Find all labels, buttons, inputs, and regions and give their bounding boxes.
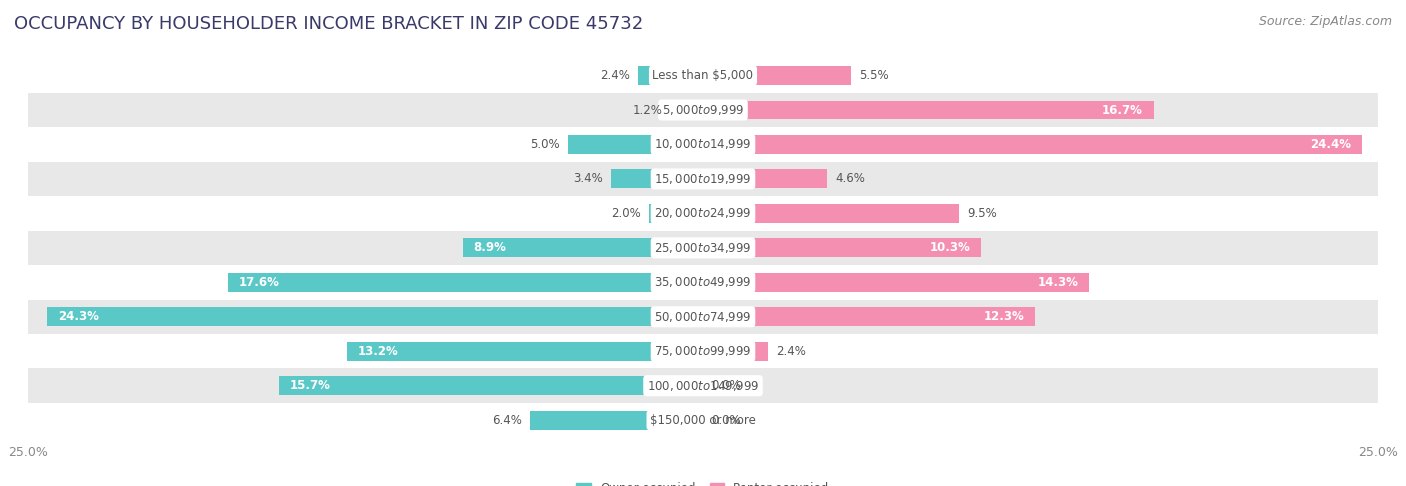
Bar bbox=[280, 376, 703, 395]
Bar bbox=[703, 273, 1090, 292]
Bar bbox=[28, 231, 1378, 265]
Text: 5.5%: 5.5% bbox=[859, 69, 889, 82]
Text: 1.2%: 1.2% bbox=[633, 104, 662, 117]
Bar bbox=[28, 93, 1378, 127]
Text: $10,000 to $14,999: $10,000 to $14,999 bbox=[654, 138, 752, 152]
Text: 8.9%: 8.9% bbox=[474, 242, 506, 254]
Text: 0.0%: 0.0% bbox=[711, 414, 741, 427]
Bar bbox=[28, 368, 1378, 403]
Bar bbox=[612, 170, 703, 189]
Bar bbox=[28, 403, 1378, 437]
Text: 24.4%: 24.4% bbox=[1310, 138, 1351, 151]
Bar bbox=[703, 170, 827, 189]
Text: $75,000 to $99,999: $75,000 to $99,999 bbox=[654, 344, 752, 358]
Text: 3.4%: 3.4% bbox=[574, 173, 603, 186]
Text: 9.5%: 9.5% bbox=[967, 207, 997, 220]
Bar bbox=[530, 411, 703, 430]
Bar bbox=[703, 135, 1361, 154]
Text: OCCUPANCY BY HOUSEHOLDER INCOME BRACKET IN ZIP CODE 45732: OCCUPANCY BY HOUSEHOLDER INCOME BRACKET … bbox=[14, 15, 644, 33]
Bar bbox=[703, 204, 959, 223]
Text: $100,000 to $149,999: $100,000 to $149,999 bbox=[647, 379, 759, 393]
Bar bbox=[638, 66, 703, 85]
Text: 2.4%: 2.4% bbox=[600, 69, 630, 82]
Bar bbox=[28, 127, 1378, 162]
Text: 14.3%: 14.3% bbox=[1038, 276, 1078, 289]
Text: 12.3%: 12.3% bbox=[983, 310, 1024, 323]
Bar bbox=[28, 162, 1378, 196]
Bar bbox=[703, 342, 768, 361]
Text: 24.3%: 24.3% bbox=[58, 310, 98, 323]
Text: 15.7%: 15.7% bbox=[290, 379, 330, 392]
Text: $150,000 or more: $150,000 or more bbox=[650, 414, 756, 427]
Text: $25,000 to $34,999: $25,000 to $34,999 bbox=[654, 241, 752, 255]
Text: $35,000 to $49,999: $35,000 to $49,999 bbox=[654, 276, 752, 289]
Bar bbox=[46, 307, 703, 326]
Bar bbox=[228, 273, 703, 292]
Bar bbox=[28, 265, 1378, 299]
Bar bbox=[650, 204, 703, 223]
Text: $20,000 to $24,999: $20,000 to $24,999 bbox=[654, 207, 752, 220]
Text: 13.2%: 13.2% bbox=[357, 345, 398, 358]
Bar bbox=[28, 196, 1378, 231]
Text: Less than $5,000: Less than $5,000 bbox=[652, 69, 754, 82]
Text: Source: ZipAtlas.com: Source: ZipAtlas.com bbox=[1258, 15, 1392, 28]
Text: 10.3%: 10.3% bbox=[929, 242, 970, 254]
Bar bbox=[703, 66, 852, 85]
Bar bbox=[703, 101, 1154, 120]
Bar bbox=[671, 101, 703, 120]
Bar bbox=[28, 299, 1378, 334]
Text: 16.7%: 16.7% bbox=[1102, 104, 1143, 117]
Text: 4.6%: 4.6% bbox=[835, 173, 865, 186]
Bar bbox=[28, 334, 1378, 368]
Bar bbox=[463, 239, 703, 258]
Bar bbox=[347, 342, 703, 361]
Bar bbox=[28, 58, 1378, 93]
Text: $5,000 to $9,999: $5,000 to $9,999 bbox=[662, 103, 744, 117]
Text: 2.0%: 2.0% bbox=[612, 207, 641, 220]
Text: $50,000 to $74,999: $50,000 to $74,999 bbox=[654, 310, 752, 324]
Text: 6.4%: 6.4% bbox=[492, 414, 522, 427]
Bar bbox=[703, 239, 981, 258]
Text: 5.0%: 5.0% bbox=[530, 138, 560, 151]
Text: 17.6%: 17.6% bbox=[239, 276, 280, 289]
Bar bbox=[568, 135, 703, 154]
Text: $15,000 to $19,999: $15,000 to $19,999 bbox=[654, 172, 752, 186]
Bar bbox=[703, 307, 1035, 326]
Text: 2.4%: 2.4% bbox=[776, 345, 806, 358]
Text: 0.0%: 0.0% bbox=[711, 379, 741, 392]
Legend: Owner-occupied, Renter-occupied: Owner-occupied, Renter-occupied bbox=[572, 477, 834, 486]
